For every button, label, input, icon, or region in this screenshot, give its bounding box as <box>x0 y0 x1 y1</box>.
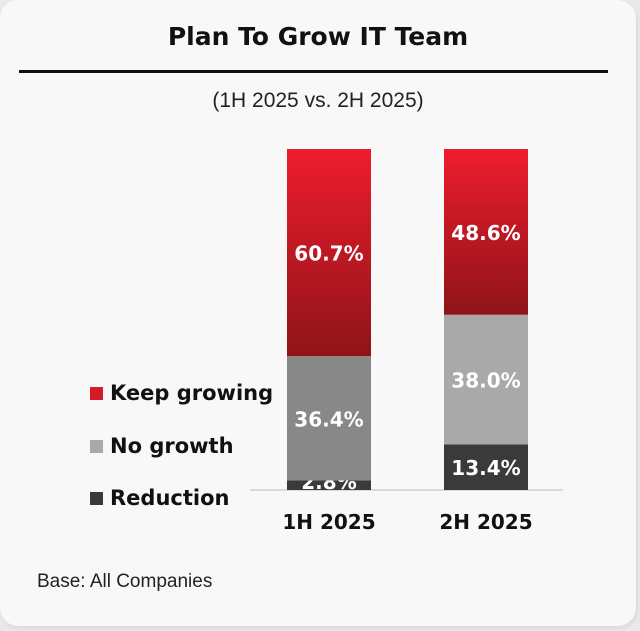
legend-swatch-no-growth <box>90 439 103 453</box>
bar-segment-reduction-2h-2025 <box>444 444 528 490</box>
data-label-reduction-2h-2025: 13.4% <box>451 456 520 480</box>
data-label-keep-growing-2h-2025: 48.6% <box>451 221 520 245</box>
bar-segment-keep-growing-1h-2025 <box>287 149 371 357</box>
chart-subtitle: (1H 2025 vs. 2H 2025) <box>212 89 424 112</box>
legend-swatch-keep-growing <box>90 386 103 400</box>
legend-label-keep-growing: Keep growing <box>110 381 274 405</box>
bar-segment-no-growth-2h-2025 <box>444 314 528 445</box>
legend-label-no-growth: No growth <box>110 434 234 458</box>
data-label-keep-growing-1h-2025: 60.7% <box>294 242 363 266</box>
legend-label-reduction: Reduction <box>110 486 230 510</box>
legend-item-no-growth: No growth <box>90 433 234 459</box>
data-label-no-growth-1h-2025: 36.4% <box>294 407 363 431</box>
chart-title: Plan To Grow IT Team <box>167 22 469 51</box>
title-divider <box>19 70 608 73</box>
legend-item-reduction: Reduction <box>90 485 229 511</box>
legend-item-keep-growing: Keep growing <box>90 380 273 406</box>
footnote: Base: All Companies <box>37 571 213 592</box>
x-tick-label-2h-2025: 2H 2025 <box>439 510 532 534</box>
bar-segment-no-growth-1h-2025 <box>287 356 371 481</box>
bar-segment-reduction-1h-2025 <box>287 480 371 490</box>
legend-swatch-reduction <box>90 491 103 505</box>
data-label-no-growth-2h-2025: 38.0% <box>451 369 520 393</box>
x-tick-label-1h-2025: 1H 2025 <box>282 510 375 534</box>
bar-segment-keep-growing-2h-2025 <box>444 149 528 315</box>
